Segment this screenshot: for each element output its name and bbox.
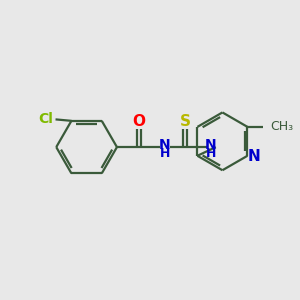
Text: N: N (205, 138, 217, 152)
Text: H: H (206, 147, 216, 160)
Text: H: H (159, 147, 170, 160)
Text: O: O (132, 115, 146, 130)
Text: N: N (159, 138, 170, 152)
Text: CH₃: CH₃ (271, 120, 294, 133)
Text: S: S (180, 115, 191, 130)
Text: Cl: Cl (38, 112, 53, 126)
Text: N: N (248, 149, 260, 164)
